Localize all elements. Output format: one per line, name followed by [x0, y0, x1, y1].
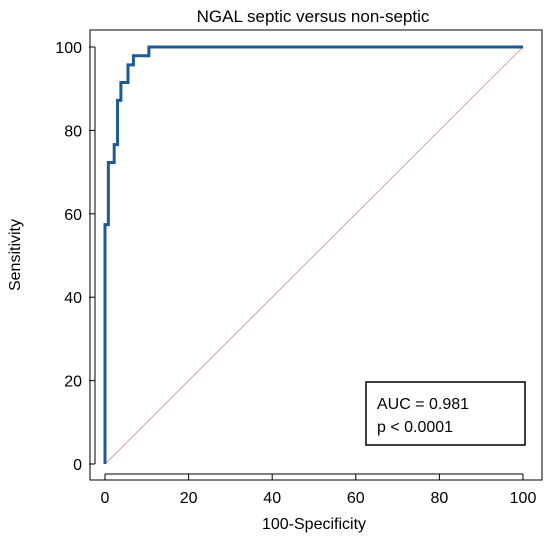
y-tick-label: 40	[64, 290, 82, 307]
y-tick-label: 100	[55, 40, 82, 57]
x-tick-label: 80	[431, 490, 449, 507]
x-tick-label: 20	[180, 490, 198, 507]
annotation-frame	[365, 381, 526, 446]
x-tick-label: 40	[263, 490, 281, 507]
y-tick-label: 20	[64, 374, 82, 391]
x-tick-label: 0	[101, 490, 110, 507]
y-tick-label: 0	[73, 457, 82, 474]
auc-value-text: AUC = 0.981	[377, 396, 469, 413]
x-tick-label: 60	[347, 490, 365, 507]
y-tick-label: 80	[64, 123, 82, 140]
x-axis: 0 20 40 60 80 100	[101, 473, 537, 507]
series-layer	[103, 45, 524, 465]
y-tick-label: 60	[64, 207, 82, 224]
x-axis-label: 100-Specificity	[262, 516, 366, 533]
y-axis-label: Sensitivity	[7, 219, 24, 291]
roc-curve-line	[103, 45, 523, 464]
chart-title: NGAL septic versus non-septic	[197, 7, 430, 26]
auc-annotation-box: AUC = 0.981 p < 0.0001	[365, 381, 526, 446]
p-value-text: p < 0.0001	[377, 419, 453, 436]
plot-frame	[89, 29, 543, 481]
reference-diagonal-line	[104, 46, 524, 465]
x-tick-label: 100	[510, 490, 537, 507]
y-axis: 0 20 40 60 80 100	[55, 40, 96, 474]
